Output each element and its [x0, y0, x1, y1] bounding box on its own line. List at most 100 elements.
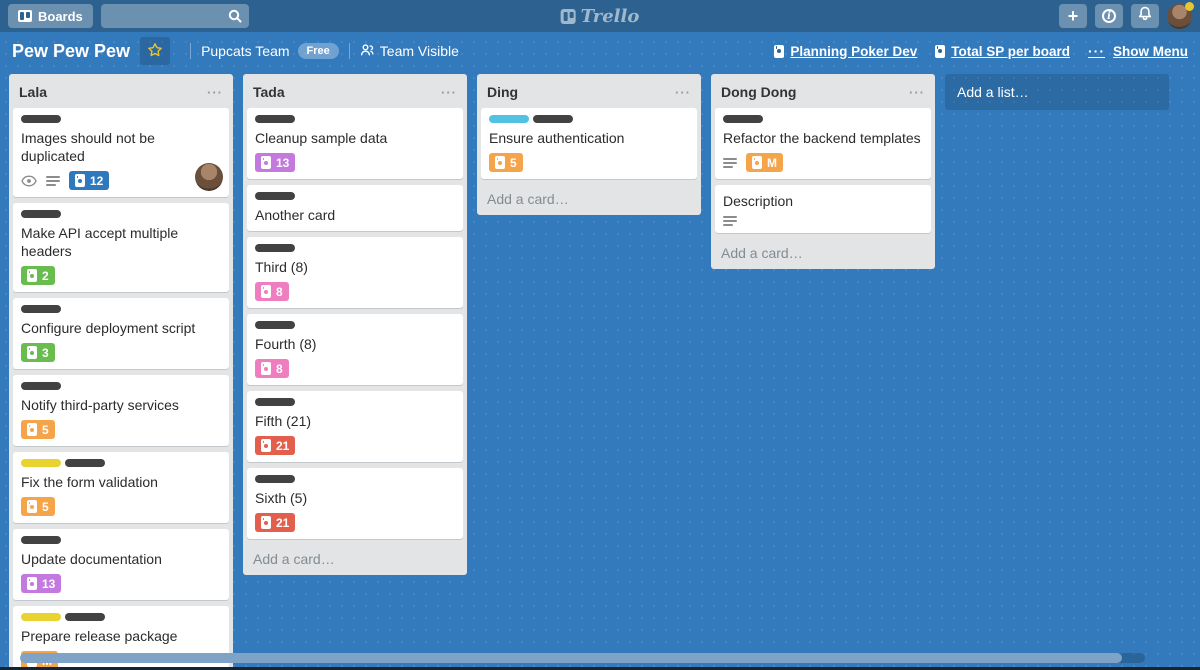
create-button[interactable]: + — [1059, 4, 1087, 28]
list-menu-button[interactable]: ··· — [675, 84, 691, 100]
star-icon — [147, 42, 163, 61]
star-board-button[interactable] — [140, 37, 171, 65]
card[interactable]: Sixth (5) 21 — [247, 468, 463, 539]
trello-logo[interactable]: Trello — [560, 0, 639, 32]
visibility-label: Team Visible — [379, 43, 459, 59]
card[interactable]: Description — [715, 185, 931, 233]
watch-eye-icon — [21, 174, 37, 187]
add-card-button[interactable]: Add a card… — [481, 185, 697, 211]
story-points-badge: 8 — [255, 282, 289, 301]
card-title: Images should not be duplicated — [21, 130, 155, 164]
card[interactable]: Make API accept multiple headers 2 — [13, 203, 229, 292]
visibility-button[interactable]: Team Visible — [360, 43, 459, 60]
boards-button[interactable]: Boards — [8, 4, 93, 28]
story-points-value: 5 — [510, 155, 517, 170]
list-menu-button[interactable]: ··· — [441, 84, 457, 100]
card-title: Sixth (5) — [255, 490, 308, 506]
card[interactable]: Fourth (8) 8 — [247, 314, 463, 385]
card-label-dark — [21, 382, 61, 390]
card-title: Make API accept multiple headers — [21, 225, 179, 259]
card[interactable]: Ensure authentication 5 — [481, 108, 697, 179]
card-badges: 5 — [489, 153, 689, 172]
story-points-badge: 21 — [255, 513, 296, 532]
list-menu-button[interactable]: ··· — [207, 84, 223, 100]
story-points-badge: 5 — [21, 420, 55, 439]
list-title[interactable]: Dong Dong — [721, 84, 797, 100]
card-badges — [723, 216, 923, 226]
card[interactable]: Notify third-party services 5 — [13, 375, 229, 446]
search-box[interactable] — [100, 4, 249, 28]
card-label-dark — [65, 459, 105, 467]
header-divider — [190, 43, 192, 59]
add-card-button[interactable]: Add a card… — [715, 239, 931, 265]
user-avatar[interactable] — [1167, 1, 1194, 29]
ellipsis-icon: ··· — [1088, 43, 1105, 59]
poker-card-icon — [495, 156, 505, 169]
team-name[interactable]: Pupcats Team — [201, 43, 290, 59]
story-points-value: 8 — [276, 284, 283, 299]
card-label-dark — [533, 115, 573, 123]
story-points-badge: 3 — [21, 343, 55, 362]
card-labels — [255, 475, 455, 483]
horizontal-scrollbar-track[interactable] — [20, 653, 1145, 663]
story-points-badge: 13 — [255, 153, 296, 172]
description-icon — [46, 175, 60, 186]
card-title: Another card — [255, 207, 336, 223]
trello-logo-icon — [560, 8, 576, 24]
poker-card-icon — [27, 269, 37, 282]
story-points-badge: 21 — [255, 436, 296, 455]
list-header: Ding ··· — [481, 78, 697, 108]
card-title: Third (8) — [255, 259, 308, 275]
powerup-link-planning-poker[interactable]: Planning Poker Dev — [774, 44, 917, 59]
add-list-button[interactable]: Add a list… — [945, 74, 1169, 110]
card-labels — [255, 398, 455, 406]
card-badges: 5 — [21, 420, 221, 439]
card[interactable]: Configure deployment script 3 — [13, 298, 229, 369]
list-title[interactable]: Ding — [487, 84, 519, 100]
list-title[interactable]: Lala — [19, 84, 48, 100]
card-label-yellow — [21, 459, 61, 467]
powerup-link-total-sp[interactable]: Total SP per board — [935, 44, 1070, 59]
poker-card-icon — [75, 174, 85, 187]
card-labels — [21, 536, 221, 544]
card-label-dark — [21, 115, 61, 123]
card-icon — [774, 44, 785, 58]
boards-button-label: Boards — [38, 8, 83, 24]
search-input[interactable] — [100, 4, 249, 28]
story-points-value: 3 — [42, 345, 49, 360]
card-title: Fourth (8) — [255, 336, 317, 352]
card-label-dark — [255, 244, 295, 252]
card-title: Prepare release package — [21, 628, 178, 644]
info-button[interactable]: i — [1095, 4, 1123, 28]
add-card-button[interactable]: Add a card… — [247, 545, 463, 571]
card-label-sky — [489, 115, 529, 123]
card[interactable]: Cleanup sample data 13 — [247, 108, 463, 179]
poker-card-icon — [27, 346, 37, 359]
card[interactable]: Fix the form validation 5 — [13, 452, 229, 523]
show-menu-button[interactable]: ··· Show Menu — [1088, 43, 1188, 59]
card[interactable]: Images should not be duplicated 12 — [13, 108, 229, 197]
card[interactable]: Update documentation 13 — [13, 529, 229, 600]
horizontal-scrollbar-thumb[interactable] — [20, 653, 1122, 663]
notification-dot — [1185, 1, 1194, 11]
card-label-dark — [255, 192, 295, 200]
card[interactable]: Another card — [247, 185, 463, 231]
list-title[interactable]: Tada — [253, 84, 285, 100]
board-canvas: Lala ··· Images should not be duplicated 12… — [0, 70, 1200, 670]
card[interactable]: Third (8) 8 — [247, 237, 463, 308]
story-points-value: M — [767, 155, 777, 170]
member-avatar[interactable] — [195, 163, 223, 191]
list: Ding ··· Ensure authentication 5 Add a card… — [477, 74, 701, 215]
card[interactable]: Refactor the backend templates M — [715, 108, 931, 179]
list-menu-button[interactable]: ··· — [909, 84, 925, 100]
card-label-yellow — [21, 613, 61, 621]
board-title[interactable]: Pew Pew Pew — [12, 40, 131, 61]
poker-card-icon — [27, 500, 37, 513]
card-title: Fifth (21) — [255, 413, 312, 429]
card-label-dark — [255, 321, 295, 329]
notifications-button[interactable] — [1131, 4, 1159, 28]
card[interactable]: Fifth (21) 21 — [247, 391, 463, 462]
story-points-badge: M — [746, 153, 783, 172]
description-icon — [723, 216, 737, 226]
window-bottom-edge — [0, 667, 1200, 670]
